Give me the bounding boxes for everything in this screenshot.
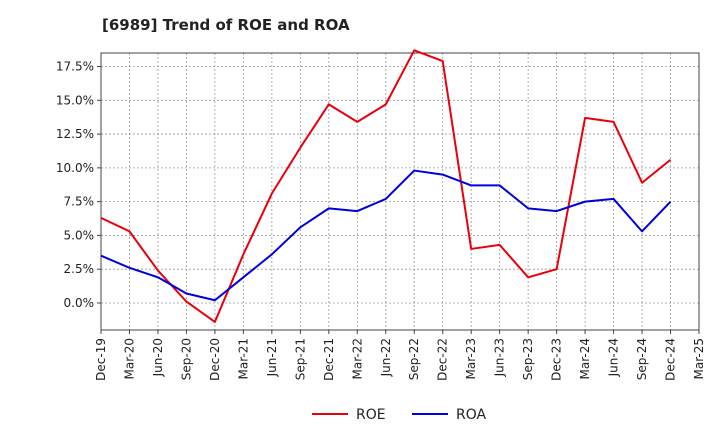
x-tick-label: Sep-24 bbox=[635, 338, 649, 380]
y-tick-label: 0.0% bbox=[64, 296, 95, 310]
x-tick-label: Mar-25 bbox=[692, 338, 706, 379]
x-tick-label: Dec-19 bbox=[94, 338, 108, 381]
x-tick-label: Sep-23 bbox=[521, 338, 535, 380]
series-lines bbox=[100, 49, 672, 323]
x-tick-label: Mar-20 bbox=[122, 338, 136, 379]
x-tick-label: Sep-20 bbox=[179, 338, 193, 380]
x-tick-label: Mar-24 bbox=[578, 338, 592, 379]
x-tick-label: Mar-21 bbox=[236, 338, 250, 379]
y-axis: 0.0% 2.5% 5.0% 7.5% 10.0% 12.5% 15.0% 17.5% bbox=[56, 60, 101, 310]
x-tick-label: Jun-21 bbox=[265, 338, 279, 377]
chart-title: [6989] Trend of ROE and ROA bbox=[102, 16, 350, 34]
x-tick-label: Dec-22 bbox=[436, 338, 450, 381]
plot-frame bbox=[100, 52, 700, 331]
y-tick-label: 2.5% bbox=[64, 262, 95, 276]
y-tick-label: 15.0% bbox=[56, 93, 94, 107]
x-tick-label: Sep-21 bbox=[293, 338, 307, 380]
x-tick-label: Jun-24 bbox=[607, 338, 621, 377]
x-tick-label: Jun-20 bbox=[151, 338, 165, 377]
x-tick-label: Dec-23 bbox=[550, 338, 564, 381]
x-tick-label: Dec-24 bbox=[664, 338, 678, 381]
grid bbox=[100, 53, 700, 330]
x-tick-label: Mar-22 bbox=[350, 338, 364, 379]
series-line-roa bbox=[100, 169, 672, 302]
x-tick-label: Jun-22 bbox=[379, 338, 393, 377]
y-tick-label: 17.5% bbox=[56, 60, 94, 74]
x-tick-label: Jun-23 bbox=[493, 338, 507, 377]
y-tick-label: 12.5% bbox=[56, 127, 94, 141]
legend-label-roe: ROE bbox=[356, 407, 386, 423]
y-tick-label: 7.5% bbox=[64, 195, 95, 209]
x-tick-label: Dec-20 bbox=[208, 338, 222, 381]
series-line-roe bbox=[100, 49, 672, 323]
legend: ROE ROA bbox=[312, 407, 487, 423]
legend-label-roa: ROA bbox=[456, 407, 487, 423]
y-tick-label: 10.0% bbox=[56, 161, 94, 175]
x-tick-label: Dec-21 bbox=[322, 338, 336, 381]
x-axis: Dec-19 Mar-20 Jun-20 Sep-20 Dec-20 Mar-21 Jun-… bbox=[94, 330, 706, 381]
x-tick-label: Mar-23 bbox=[464, 338, 478, 379]
x-tick-label: Sep-22 bbox=[407, 338, 421, 380]
y-tick-label: 5.0% bbox=[64, 228, 95, 242]
